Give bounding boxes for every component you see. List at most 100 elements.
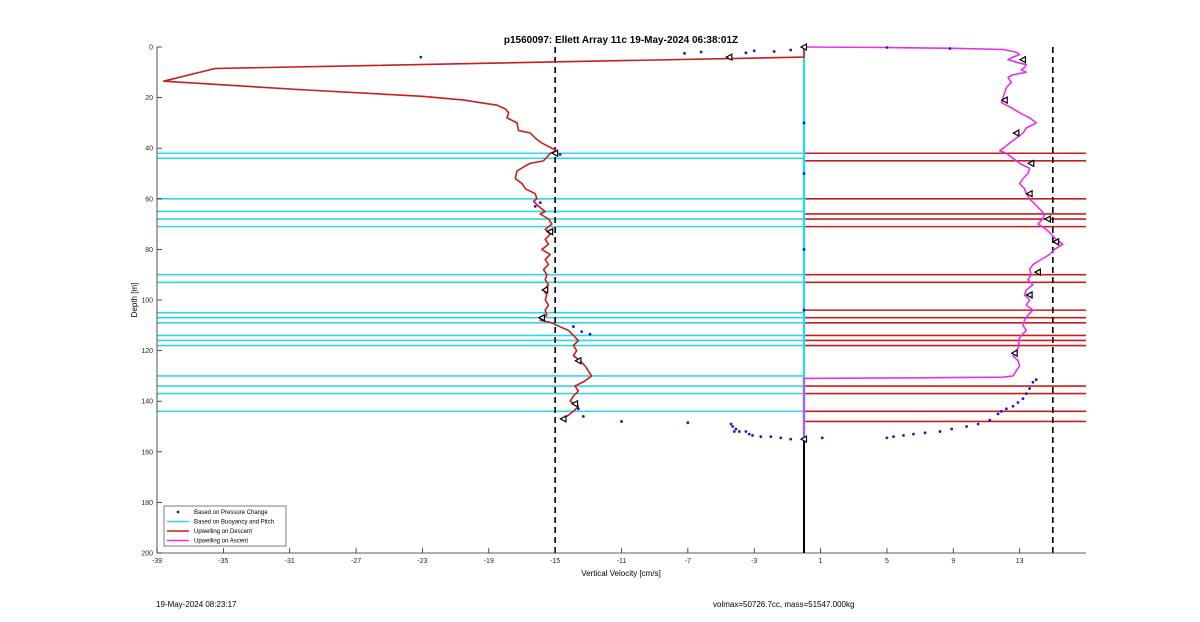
pressure-change-point	[538, 201, 542, 204]
pressure-change-point	[885, 436, 889, 440]
x-tick-label: -31	[285, 558, 295, 565]
pressure-change-point	[965, 425, 968, 428]
pressure-change-point	[1004, 407, 1008, 411]
legend-swatch-dot	[176, 510, 180, 514]
pressure-change-point	[938, 430, 942, 433]
descent-marker	[725, 53, 733, 62]
pressure-change-point	[976, 422, 980, 426]
pressure-change-point	[744, 430, 748, 433]
pressure-change-point	[885, 46, 889, 49]
descent-marker	[1051, 237, 1060, 246]
y-tick-label: 40	[145, 146, 153, 153]
pressure-change-point	[759, 435, 763, 439]
upwelling-ascent-line	[803, 46, 1064, 440]
descent-marker	[537, 313, 545, 322]
pressure-change-point	[1011, 404, 1015, 408]
pressure-change-point	[576, 407, 580, 411]
y-tick-label: 0	[149, 45, 153, 52]
pressure-change-point	[802, 172, 806, 175]
pressure-change-point	[999, 409, 1003, 413]
ticks-layer: -39 -35 -31 -27 -23 -19 -15 -11 -7 -3 1 5 9 130204060…	[141, 45, 1023, 566]
y-tick-label: 180	[141, 500, 153, 507]
chart-title: p1560097: Ellett Array 11c 19-May-2024 0…	[504, 35, 738, 46]
pressure-change-point	[747, 432, 751, 436]
pressure-change-point	[1031, 380, 1035, 384]
x-tick-label: 5	[885, 558, 889, 565]
pressure-change-point	[1016, 401, 1020, 404]
y-tick-label: 140	[141, 399, 153, 406]
legend-label: Upwelling on Descent	[194, 529, 252, 535]
pressure-change-point	[802, 121, 806, 125]
pressure-change-point	[769, 435, 773, 439]
pressure-change-point	[419, 55, 423, 59]
pressure-change-point	[1024, 392, 1028, 396]
x-tick-label: -15	[550, 558, 560, 565]
y-axis-label: Depth [m]	[130, 283, 139, 318]
descent-marker	[545, 227, 554, 236]
pressure-change-point	[772, 50, 776, 53]
pressure-change-point	[751, 433, 754, 437]
pressure-change-point	[1021, 397, 1025, 401]
x-tick-label: 13	[1016, 558, 1024, 565]
x-axis-label: Vertical Velocity [cm/s]	[581, 569, 661, 578]
pressure-change-point	[950, 427, 954, 431]
pressure-change-point	[779, 436, 783, 440]
y-tick-label: 160	[141, 449, 153, 456]
descent-marker	[574, 356, 582, 365]
pressure-change-point	[699, 50, 703, 54]
descent-marker	[1027, 159, 1035, 168]
footer-timestamp: 19-May-2024 08:23:17	[156, 600, 237, 609]
y-tick-label: 80	[145, 247, 153, 254]
descent-marker	[1012, 129, 1020, 138]
x-tick-label: -19	[484, 558, 494, 565]
x-tick-label: -3	[751, 558, 757, 565]
pressure-change-point	[789, 48, 793, 52]
pressure-change-point	[588, 332, 592, 336]
pressure-change-point	[558, 153, 562, 156]
pressure-change-point	[580, 330, 584, 334]
x-tick-label: -7	[685, 558, 691, 565]
pressure-points-layer	[419, 46, 1038, 441]
descent-marker	[1000, 96, 1008, 105]
x-tick-label: 9	[951, 558, 955, 565]
descent-marker	[1018, 55, 1027, 64]
pressure-change-point	[732, 430, 736, 433]
legend: Based on Pressure Change Based on Buoyanc…	[163, 505, 287, 547]
descent-marker	[550, 149, 559, 158]
pressure-change-point	[820, 436, 824, 440]
pressure-change-point	[802, 248, 806, 251]
pressure-change-point	[571, 325, 575, 328]
pressure-change-point	[902, 433, 905, 437]
pressure-change-point	[912, 432, 915, 436]
x-tick-label: -27	[351, 558, 361, 565]
pressure-change-point	[996, 412, 1000, 416]
descent-marker	[559, 414, 567, 423]
x-tick-label: -35	[218, 558, 228, 565]
pressure-change-point	[923, 431, 927, 435]
markers-layer	[537, 42, 1060, 444]
descent-marker	[1043, 215, 1051, 224]
legend-box	[163, 505, 287, 547]
pressure-change-point	[581, 414, 585, 418]
legend-label: Based on Pressure Change	[194, 510, 268, 516]
y-tick-label: 120	[141, 348, 153, 355]
descent-marker	[1010, 349, 1018, 358]
x-tick-label: -11	[617, 558, 627, 565]
threshold-lines-layer	[554, 47, 1054, 553]
descent-marker	[799, 42, 808, 52]
pressure-change-point	[731, 425, 735, 428]
segment-lines-layer	[157, 152, 1086, 423]
descent-marker	[1025, 189, 1033, 198]
x-tick-label: 1	[819, 558, 823, 565]
pressure-change-point	[802, 308, 806, 312]
x-tick-label: -23	[417, 558, 427, 565]
pressure-change-point	[892, 435, 895, 439]
pressure-change-point	[948, 47, 952, 50]
x-tick-label: -39	[152, 558, 162, 565]
descent-marker	[1033, 268, 1041, 277]
pressure-change-point	[1034, 378, 1038, 382]
y-tick-label: 20	[145, 95, 153, 102]
pressure-change-point	[734, 427, 738, 431]
pressure-change-point	[988, 418, 992, 422]
